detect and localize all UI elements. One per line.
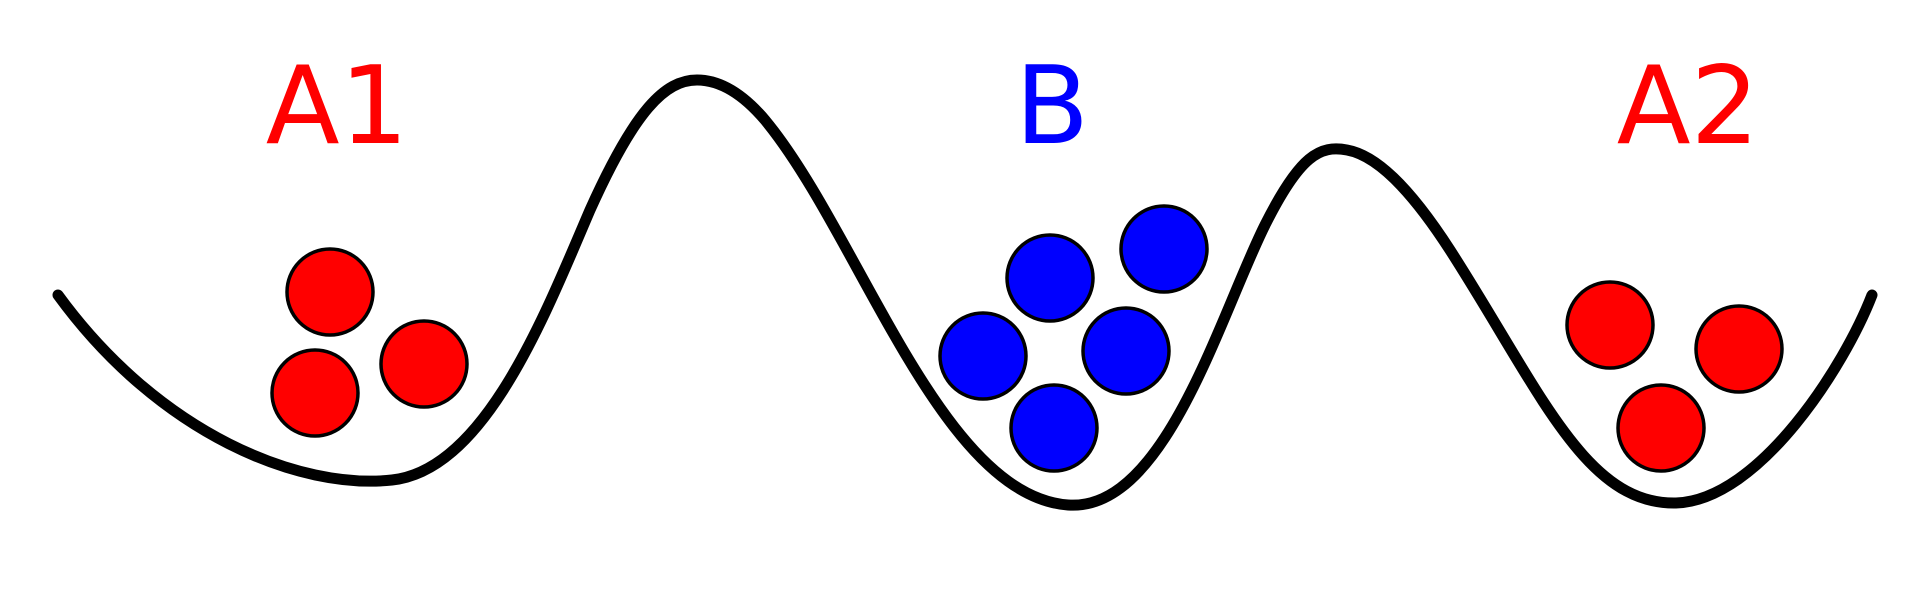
particle-b-1 <box>1121 206 1207 292</box>
well-label-b: B <box>1015 44 1089 169</box>
particle-a2-1 <box>1567 282 1653 368</box>
particle-a2-2 <box>1696 306 1782 392</box>
particle-a1-2 <box>381 321 467 407</box>
particle-b-3 <box>940 313 1026 399</box>
particle-b-2 <box>1007 235 1093 321</box>
well-label-a2: A2 <box>1617 44 1760 169</box>
particle-a2-3 <box>1618 385 1704 471</box>
particle-a1-3 <box>272 350 358 436</box>
particle-b-4 <box>1083 308 1169 394</box>
particle-a1-1 <box>287 249 373 335</box>
particle-b-5 <box>1011 385 1097 471</box>
well-label-a1: A1 <box>266 44 409 169</box>
